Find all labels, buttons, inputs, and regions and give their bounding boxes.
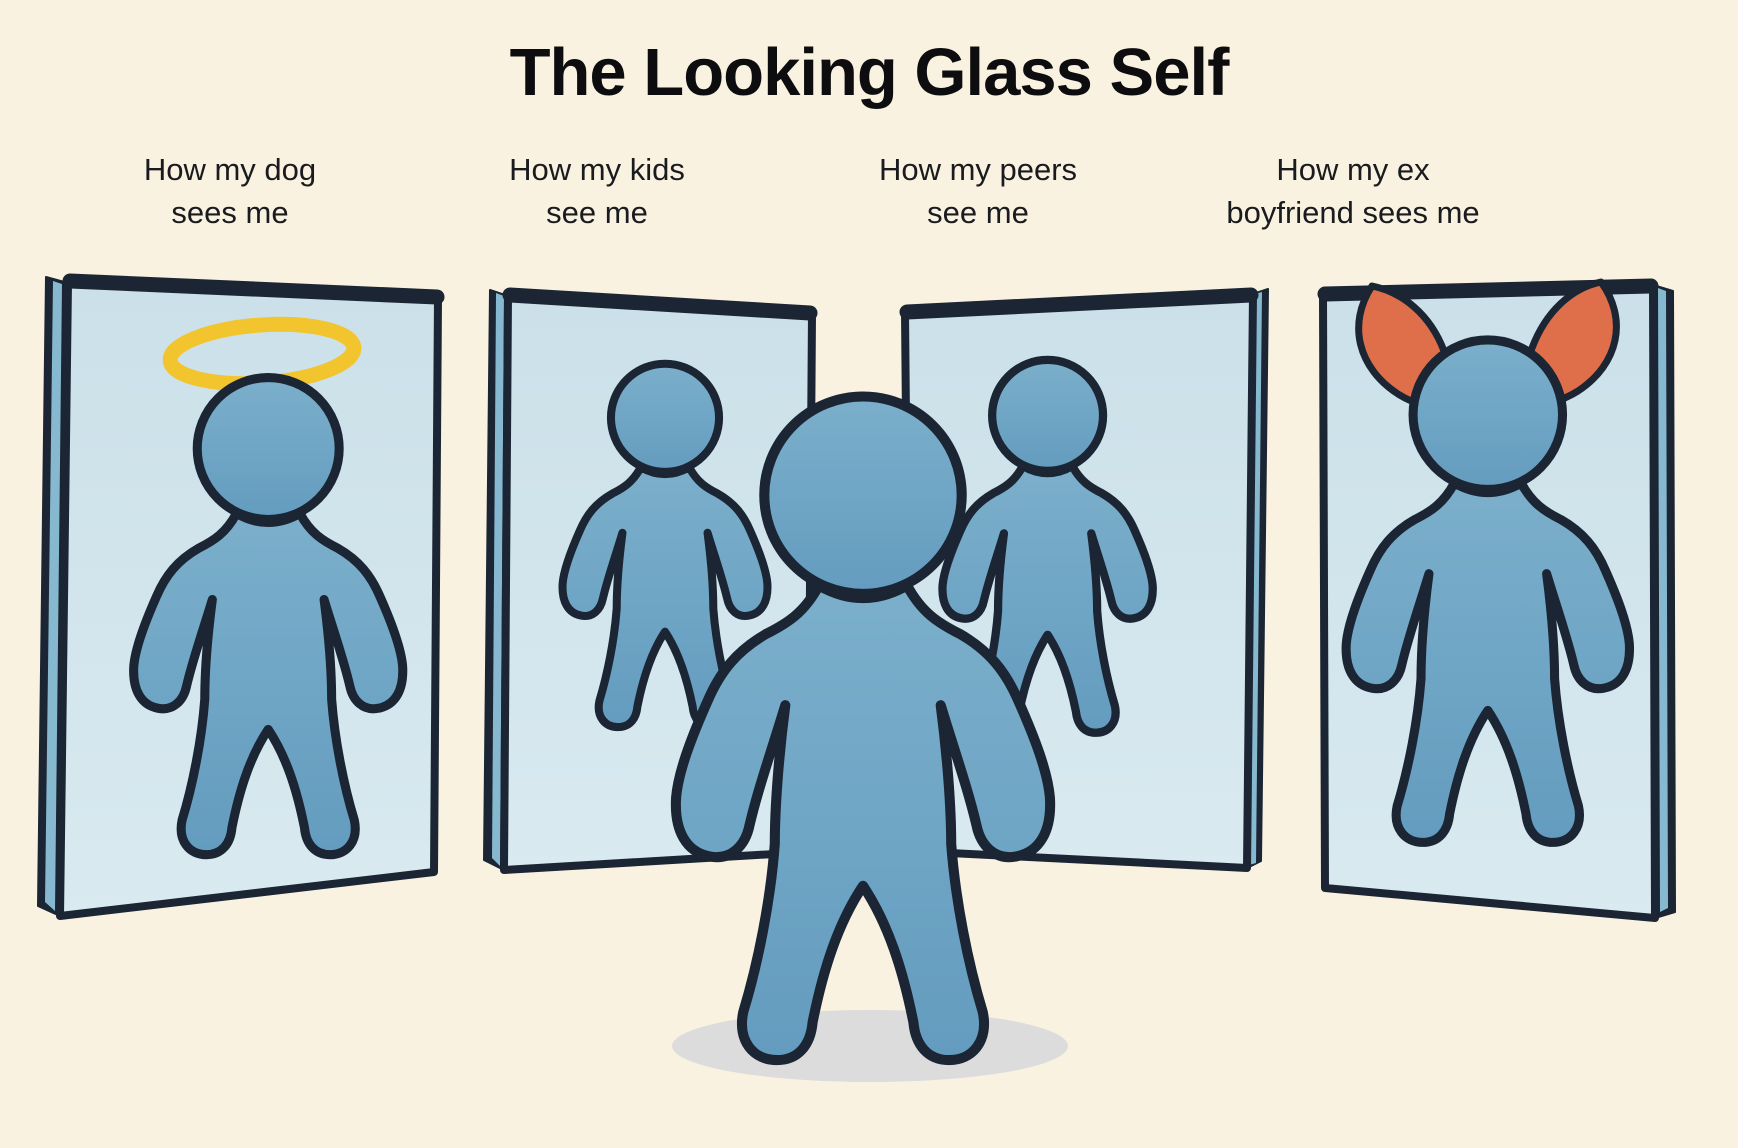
label-dog-line1: How my dog bbox=[143, 152, 317, 187]
label-kids-line1: How my kids bbox=[509, 152, 685, 187]
mirror-dog bbox=[37, 273, 445, 920]
label-peers-line1: How my peers bbox=[878, 152, 1078, 187]
mirror-dog-top-frame bbox=[62, 273, 445, 305]
label-dog-mirror: How my dog sees me bbox=[144, 148, 316, 234]
label-ex-mirror: How my ex boyfriend sees me bbox=[1226, 148, 1479, 234]
label-dog-line2: sees me bbox=[171, 195, 289, 230]
mirror-ex-glass-edge bbox=[1658, 288, 1668, 912]
mirror-kids-top-frame bbox=[502, 287, 818, 321]
floor-shadow bbox=[672, 1010, 1068, 1082]
label-peers-mirror: How my peers see me bbox=[879, 148, 1077, 234]
label-ex-line1: How my ex bbox=[1276, 152, 1430, 187]
label-kids-mirror: How my kids see me bbox=[509, 148, 685, 234]
label-ex-line2: boyfriend sees me bbox=[1226, 195, 1480, 230]
mirror-dog-glass-edge bbox=[45, 281, 62, 911]
mirror-ex bbox=[1317, 278, 1676, 922]
page-title: The Looking Glass Self bbox=[509, 35, 1230, 110]
mirror-peers-top-frame bbox=[899, 287, 1259, 320]
label-peers-line2: see me bbox=[927, 195, 1029, 230]
mirror-kids-glass-edge bbox=[492, 293, 504, 866]
label-kids-line2: see me bbox=[546, 195, 648, 230]
